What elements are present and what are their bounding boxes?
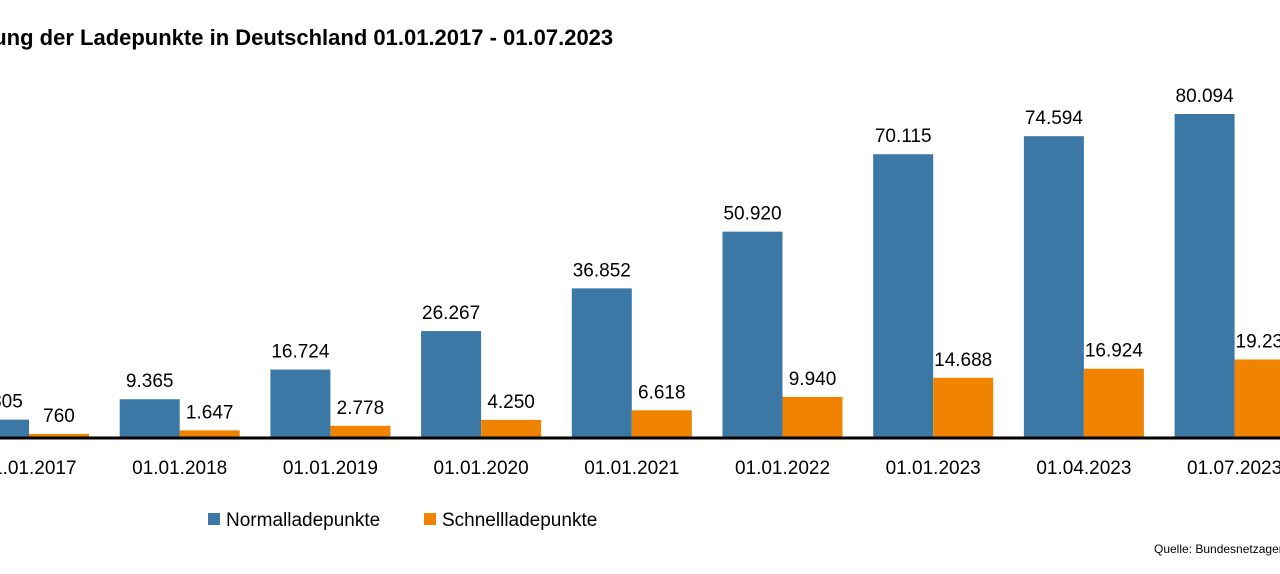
x-tick-label-01.01.2019: 01.01.2019 — [283, 458, 378, 479]
value-label-schnell-01.01.2019: 2.778 — [337, 398, 385, 419]
value-label-schnell-01.01.2018: 1.647 — [186, 402, 234, 423]
legend-swatch-schnellladepunkte — [424, 513, 436, 525]
bar-normal-01.01.2021 — [571, 288, 632, 437]
value-label-normal-01.01.2018: 9.365 — [126, 371, 174, 392]
value-label-schnell-01.04.2023: 16.924 — [1085, 341, 1144, 362]
bar-normal-01.01.2017 — [0, 419, 29, 437]
source-note: Quelle: Bundesnetzagentur — [1154, 542, 1280, 556]
value-label-normal-01.01.2021: 36.852 — [573, 260, 631, 281]
legend-label-normalladepunkte: Normalladepunkte — [226, 510, 380, 531]
bar-normal-01.01.2023 — [873, 154, 934, 437]
bar-normal-01.01.2018 — [119, 399, 180, 437]
value-label-schnell-01.01.2023: 14.688 — [934, 350, 992, 371]
value-label-normal-01.01.2017: 4.305 — [0, 392, 23, 413]
x-tick-labels-group: 01.01.2017 01.01.2018 01.01.2019 01.01.2020… — [0, 458, 1280, 479]
bar-schnell-01.01.2018 — [179, 430, 240, 437]
bar-schnell-01.07.2023 — [1234, 359, 1280, 437]
legend-swatch-normalladepunkte — [208, 513, 220, 525]
value-label-normal-01.01.2022: 50.920 — [723, 204, 781, 225]
bar-schnell-01.01.2022 — [782, 396, 843, 437]
value-label-schnell-01.01.2017: 760 — [43, 406, 75, 427]
bar-normal-01.07.2023 — [1174, 114, 1235, 437]
bar-schnell-01.01.2017 — [29, 433, 89, 437]
bar-schnell-01.01.2020 — [481, 419, 542, 437]
value-label-schnell-01.01.2020: 4.250 — [487, 392, 535, 413]
x-tick-label-01.01.2021: 01.01.2021 — [584, 458, 679, 479]
value-label-normal-01.04.2023: 74.594 — [1025, 108, 1084, 129]
bar-normal-01.01.2020 — [421, 331, 482, 437]
x-tick-label-01.07.2023: 01.07.2023 — [1187, 458, 1280, 479]
chart-title: Entwicklung der Ladepunkte in Deutschlan… — [0, 25, 613, 50]
value-label-normal-01.01.2023: 70.115 — [875, 126, 932, 147]
x-tick-label-01.01.2020: 01.01.2020 — [434, 458, 529, 479]
value-label-schnell-01.07.2023: 19.231 — [1236, 331, 1280, 352]
bar-schnell-01.01.2019 — [330, 425, 391, 437]
legend-label-schnellladepunkte: Schnellladepunkte — [442, 510, 597, 531]
x-tick-label-01.01.2022: 01.01.2022 — [735, 458, 830, 479]
value-label-schnell-01.01.2022: 9.940 — [789, 369, 837, 390]
bar-normal-01.01.2019 — [270, 369, 331, 437]
bar-schnell-01.01.2021 — [631, 410, 692, 437]
bar-schnell-01.01.2023 — [933, 377, 994, 437]
x-tick-label-01.01.2023: 01.01.2023 — [886, 458, 981, 479]
bars-group — [0, 114, 1280, 438]
x-tick-label-01.01.2018: 01.01.2018 — [132, 458, 227, 479]
value-label-normal-01.07.2023: 80.094 — [1176, 86, 1235, 107]
value-labels-group: 4.305 760 9.365 1.647 16.724 2.778 26.267 4.250… — [0, 86, 1280, 427]
bar-schnell-01.04.2023 — [1083, 368, 1144, 437]
legend: Normalladepunkte Schnellladepunkte — [208, 510, 597, 531]
value-label-normal-01.01.2019: 16.724 — [271, 342, 330, 363]
bar-normal-01.01.2022 — [722, 231, 783, 437]
x-tick-label-01.01.2017: 01.01.2017 — [0, 458, 77, 479]
x-tick-label-01.04.2023: 01.04.2023 — [1036, 458, 1131, 479]
value-label-normal-01.01.2020: 26.267 — [422, 303, 480, 324]
value-label-schnell-01.01.2021: 6.618 — [638, 382, 686, 403]
bar-normal-01.04.2023 — [1023, 136, 1084, 438]
